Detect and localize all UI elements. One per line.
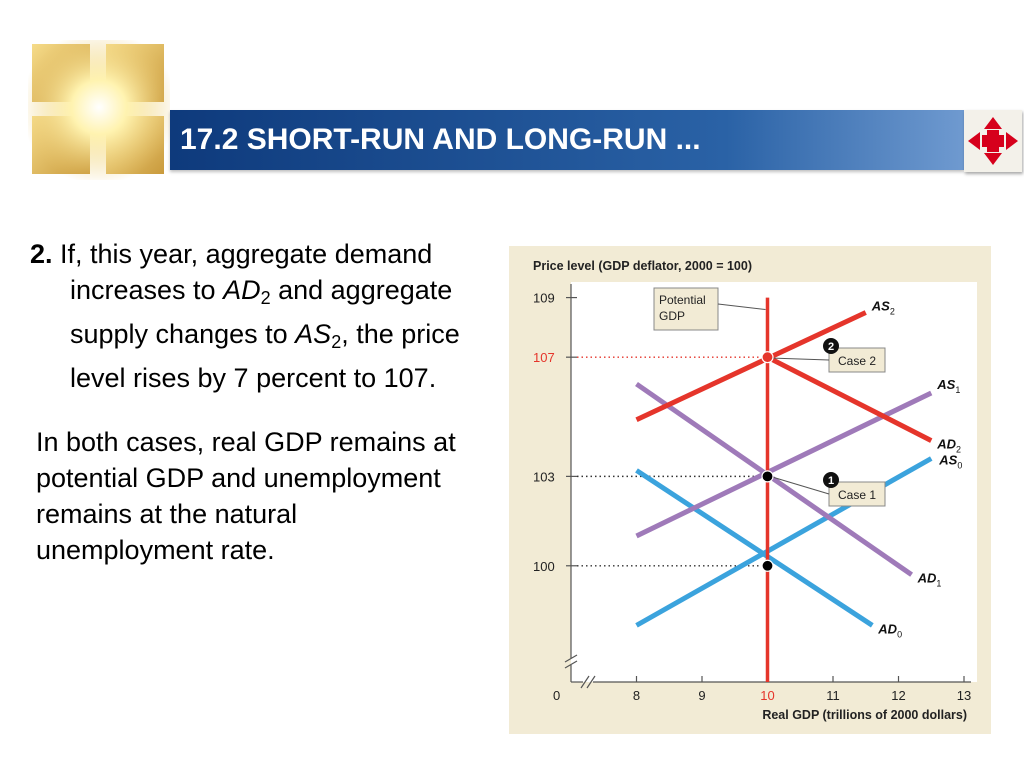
logo-emblem [28,40,170,180]
ad0-line [635,468,874,628]
ad-as-chart: Price level (GDP deflator, 2000 = 100) R… [509,246,991,734]
case-number-badge [823,472,839,488]
axis-break-mark [564,654,578,663]
ad1-label: AD1 [917,571,942,589]
y-tick-label: 100 [533,559,555,574]
potential-gdp-callout-text: Potential [659,293,706,307]
axis-break-mark [586,675,596,689]
y-tick-label: 109 [533,291,555,306]
body-text: 2. If, this year, aggregate demand incre… [30,236,480,568]
x-tick-label: 10 [760,688,774,703]
x-tick-label: 12 [891,688,905,703]
y-axis-label: Price level (GDP deflator, 2000 = 100) [533,259,752,273]
ad2-label: AD2 [936,437,961,455]
callout-leader [773,476,830,495]
as-symbol: AS [295,319,332,349]
ad0-label: AD0 [877,621,902,639]
case-label: Case 1 [838,488,876,502]
ad1-line [635,381,914,577]
case-number: 1 [828,475,834,487]
x-axis-label: Real GDP (trillions of 2000 dollars) [762,708,967,722]
x-tick-label: 13 [957,688,971,703]
case-number: 2 [828,341,834,353]
axis-break-mark [564,660,578,669]
callout-leader [717,303,766,310]
y-tick-label: 103 [533,469,555,484]
para1-text-c: , the price level rises by 7 percent to … [70,319,460,393]
as2-label: AS2 [871,298,895,316]
conclusion-paragraph: In both cases, real GDP remains at poten… [36,427,456,565]
equilibrium-point [761,559,774,572]
case-number-badge [823,338,839,354]
ad2-line [766,354,933,443]
potential-gdp-callout-text: GDP [659,309,685,323]
x-tick-label: 8 [633,688,640,703]
ad-subscript: 2 [260,288,271,308]
callout-leader [773,357,830,361]
chart-svg: Price level (GDP deflator, 2000 = 100) R… [533,259,977,722]
equilibrium-point [761,351,774,364]
navigation-button[interactable] [964,110,1022,172]
point-2-paragraph: 2. If, this year, aggregate demand incre… [30,236,480,396]
case-label: Case 2 [838,354,876,368]
y-tick-label: 107 [533,350,555,365]
axis-break-mark [580,675,590,689]
as1-label: AS1 [936,377,960,395]
origin-label: 0 [553,688,560,703]
equilibrium-point [761,470,774,483]
title-bar: 17.2 SHORT-RUN AND LONG-RUN ... [170,110,964,170]
case-callout [828,481,886,507]
ad-symbol: AD [223,275,261,305]
x-tick-label: 9 [698,688,705,703]
as2-line [635,310,867,423]
four-arrows-icon [968,117,1018,165]
point-number: 2. [30,239,53,269]
page-title: 17.2 SHORT-RUN AND LONG-RUN ... [180,123,701,156]
x-tick-label: 11 [826,688,840,703]
as0-label: AS0 [938,453,962,471]
as-subscript: 2 [331,332,342,352]
para1-text-a: If, this year, aggregate demand increase… [52,239,433,305]
para1-text-b: and aggregate supply changes to [70,275,453,349]
potential-gdp-callout [653,287,719,331]
